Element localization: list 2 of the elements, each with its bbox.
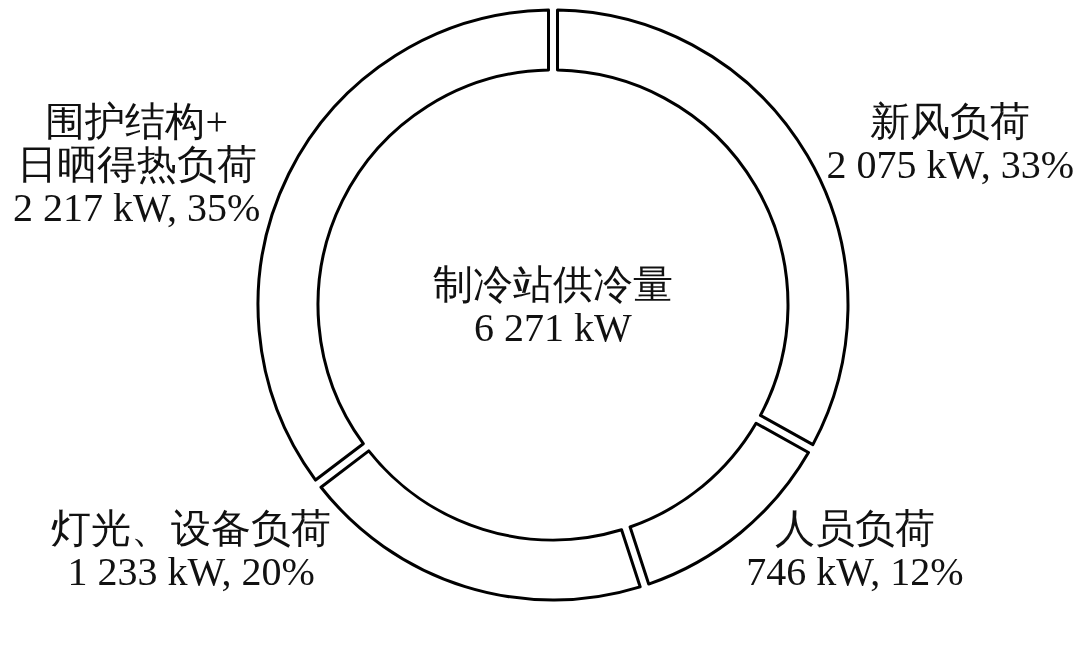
annotation: 制冷站供冷量: [433, 261, 673, 307]
annotation: 6 271 kW: [474, 304, 632, 350]
